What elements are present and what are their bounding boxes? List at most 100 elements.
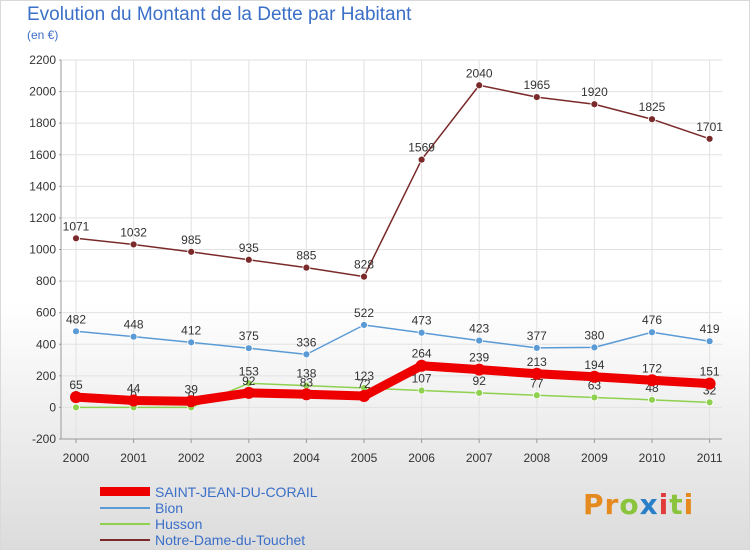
legend-swatch-notre-dame bbox=[100, 539, 150, 541]
x-tick-label: 2008 bbox=[523, 451, 550, 465]
data-label-bion: 448 bbox=[124, 318, 144, 332]
data-point-notre-dame-du-touchet bbox=[417, 155, 426, 164]
data-label-saint-jean-du-corail: 194 bbox=[584, 358, 604, 372]
data-label-saint-jean-du-corail: 264 bbox=[412, 347, 432, 361]
data-point-notre-dame-du-touchet bbox=[532, 93, 541, 102]
series-line-notre-dame-du-touchet bbox=[75, 84, 711, 278]
data-label-notre-dame-du-touchet: 1701 bbox=[696, 120, 723, 134]
chart-title: Evolution du Montant de la Dette par Hab… bbox=[27, 4, 412, 25]
data-point-notre-dame-du-touchet bbox=[648, 115, 656, 124]
data-label-saint-jean-du-corail: 213 bbox=[527, 355, 547, 369]
y-tick-label: 2000 bbox=[29, 85, 56, 99]
data-label-husson: 138 bbox=[296, 367, 316, 381]
data-label-notre-dame-du-touchet: 828 bbox=[354, 258, 374, 272]
data-point-saint-jean-du-corail bbox=[127, 394, 140, 407]
data-label-saint-jean-du-corail: 39 bbox=[185, 382, 199, 396]
x-tick-label: 2004 bbox=[293, 451, 320, 465]
data-label-husson: 153 bbox=[239, 364, 259, 378]
data-point-bion bbox=[417, 328, 426, 337]
x-tick-label: 2006 bbox=[408, 451, 435, 465]
x-tick-label: 2009 bbox=[581, 451, 608, 465]
data-label-saint-jean-du-corail: 72 bbox=[357, 377, 371, 391]
data-label-husson: 123 bbox=[354, 369, 374, 383]
y-tick-label: 1000 bbox=[29, 243, 56, 257]
data-label-husson: 107 bbox=[412, 372, 432, 386]
data-point-saint-jean-du-corail bbox=[473, 363, 486, 376]
data-label-notre-dame-du-touchet: 1920 bbox=[581, 85, 608, 99]
legend-swatch-husson bbox=[100, 523, 150, 525]
data-point-saint-jean-du-corail bbox=[358, 390, 370, 403]
data-point-notre-dame-du-touchet bbox=[72, 234, 80, 243]
data-point-husson bbox=[72, 403, 80, 412]
data-label-bion: 375 bbox=[239, 329, 259, 343]
data-label-notre-dame-du-touchet: 1071 bbox=[63, 219, 90, 233]
data-label-saint-jean-du-corail: 239 bbox=[469, 351, 489, 365]
data-label-bion: 473 bbox=[412, 314, 432, 328]
data-point-bion bbox=[244, 344, 253, 353]
data-point-bion bbox=[648, 328, 656, 337]
x-tick-label: 2001 bbox=[120, 451, 147, 465]
data-label-husson: 92 bbox=[473, 374, 487, 388]
data-point-husson bbox=[590, 393, 599, 402]
y-tick-label: 1600 bbox=[29, 148, 56, 162]
y-tick-label: 1400 bbox=[29, 179, 56, 193]
data-point-husson bbox=[648, 395, 656, 404]
data-point-saint-jean-du-corail bbox=[415, 359, 428, 372]
data-label-notre-dame-du-touchet: 1569 bbox=[408, 141, 435, 155]
legend-item-saint-jean: SAINT-JEAN-DU-CORAIL bbox=[100, 484, 380, 500]
y-tick-label: -200 bbox=[32, 432, 56, 446]
x-tick-label: 2002 bbox=[178, 451, 205, 465]
data-label-saint-jean-du-corail: 44 bbox=[127, 381, 141, 395]
x-tick-label: 2003 bbox=[235, 451, 262, 465]
data-label-notre-dame-du-touchet: 1825 bbox=[639, 100, 666, 114]
legend-label-bion: Bion bbox=[155, 500, 184, 516]
y-tick-label: 200 bbox=[36, 369, 56, 383]
data-point-bion bbox=[302, 350, 311, 359]
data-point-notre-dame-du-touchet bbox=[475, 81, 484, 90]
data-point-bion bbox=[705, 337, 714, 346]
data-label-saint-jean-du-corail: 172 bbox=[642, 361, 662, 375]
data-label-bion: 476 bbox=[642, 313, 662, 327]
x-tick-label: 2011 bbox=[697, 451, 723, 465]
data-point-saint-jean-du-corail bbox=[530, 367, 543, 380]
data-point-husson bbox=[475, 388, 484, 397]
data-label-bion: 412 bbox=[181, 323, 201, 337]
data-label-saint-jean-du-corail: 92 bbox=[242, 374, 256, 388]
y-tick-label: 800 bbox=[36, 274, 56, 288]
data-point-bion bbox=[72, 327, 80, 336]
data-label-notre-dame-du-touchet: 885 bbox=[296, 249, 316, 263]
data-label-notre-dame-du-touchet: 985 bbox=[181, 233, 201, 247]
data-point-notre-dame-du-touchet bbox=[360, 272, 368, 281]
data-label-husson: 77 bbox=[530, 376, 544, 390]
data-label-husson: 63 bbox=[588, 378, 602, 392]
data-point-bion bbox=[360, 321, 368, 329]
data-label-notre-dame-du-touchet: 935 bbox=[239, 241, 259, 255]
legend-swatch-saint-jean bbox=[100, 487, 150, 496]
series-line-husson bbox=[75, 382, 711, 409]
y-tick-label: 1800 bbox=[29, 116, 56, 130]
data-point-bion bbox=[129, 332, 138, 341]
x-tick-label: 2005 bbox=[351, 451, 378, 465]
data-point-husson bbox=[244, 379, 253, 388]
y-tick-label: 1200 bbox=[29, 211, 56, 225]
data-point-husson bbox=[705, 398, 714, 407]
data-point-saint-jean-du-corail bbox=[703, 377, 716, 390]
data-label-bion: 482 bbox=[66, 312, 86, 326]
data-point-husson bbox=[532, 391, 541, 400]
data-label-bion: 336 bbox=[296, 335, 316, 349]
series-line-bion bbox=[75, 324, 711, 356]
x-tick-label: 2000 bbox=[63, 451, 90, 465]
data-point-bion bbox=[590, 343, 599, 352]
data-point-bion bbox=[475, 336, 484, 345]
data-label-notre-dame-du-touchet: 1965 bbox=[523, 78, 550, 92]
legend-label-saint-jean: SAINT-JEAN-DU-CORAIL bbox=[155, 484, 318, 500]
data-label-bion: 419 bbox=[700, 322, 720, 336]
data-label-notre-dame-du-touchet: 1032 bbox=[120, 225, 147, 239]
chart-legend: SAINT-JEAN-DU-CORAIL Bion Husson Notre-D… bbox=[100, 484, 380, 548]
data-point-saint-jean-du-corail bbox=[185, 395, 198, 408]
y-tick-label: 600 bbox=[36, 306, 56, 320]
data-point-saint-jean-du-corail bbox=[646, 374, 658, 387]
data-label-notre-dame-du-touchet: 2040 bbox=[466, 66, 493, 80]
legend-swatch-bion bbox=[100, 507, 150, 509]
data-label-bion: 380 bbox=[584, 328, 604, 342]
